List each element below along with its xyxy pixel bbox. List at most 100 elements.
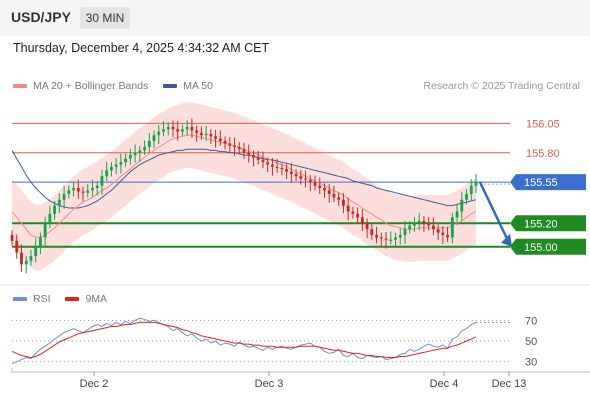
indicator-legend: RSI 9MA bbox=[13, 293, 107, 305]
candle-body bbox=[72, 188, 75, 191]
candle-body bbox=[24, 260, 28, 265]
candle-body bbox=[223, 141, 227, 144]
candle-body bbox=[105, 170, 109, 177]
level-label-156.05: 156.05 bbox=[526, 118, 560, 130]
candle-body bbox=[469, 185, 473, 194]
candle-body bbox=[181, 129, 184, 132]
candle-body bbox=[29, 256, 33, 261]
candle-body bbox=[228, 143, 232, 146]
candle-body bbox=[360, 217, 364, 224]
x-axis-corner bbox=[11, 368, 16, 373]
price-legend: MA 20 + Bollinger Bands MA 50 bbox=[13, 80, 213, 92]
candle-body bbox=[332, 193, 336, 198]
candle-body bbox=[176, 129, 180, 132]
rsi-series-rsi bbox=[11, 317, 477, 365]
candle-body bbox=[379, 237, 383, 239]
candle-body bbox=[91, 188, 94, 191]
candle-body bbox=[247, 152, 251, 156]
candle-body bbox=[413, 223, 416, 226]
candle-body bbox=[204, 133, 208, 136]
candle-body bbox=[323, 188, 326, 191]
rsi-ma-legend-label: 9MA bbox=[85, 293, 108, 305]
candle-body bbox=[147, 141, 151, 147]
candle-body bbox=[460, 199, 464, 212]
forecast-arrow-shaft bbox=[478, 181, 510, 242]
candle-body bbox=[299, 176, 303, 179]
candle-body bbox=[370, 229, 374, 235]
candle-body bbox=[417, 220, 421, 224]
candle-body bbox=[342, 199, 345, 206]
level-tag-pointer-155.00 bbox=[510, 238, 516, 255]
candle-body bbox=[318, 185, 322, 188]
candle-body bbox=[15, 240, 19, 253]
candle-body bbox=[266, 162, 270, 165]
candle-body bbox=[408, 225, 412, 230]
ma50-swatch bbox=[163, 84, 178, 89]
candle-body bbox=[76, 188, 80, 192]
candle-body bbox=[351, 211, 355, 214]
candle-body bbox=[86, 190, 90, 193]
candle-body bbox=[465, 193, 468, 200]
candle-body bbox=[10, 235, 14, 241]
candle-body bbox=[365, 223, 369, 230]
rsi-ma-swatch bbox=[65, 297, 80, 302]
candle-body bbox=[398, 235, 402, 238]
x-tick-label: Dec 13 bbox=[492, 378, 527, 390]
candle-body bbox=[289, 171, 293, 174]
rsi-series-9ma bbox=[11, 321, 477, 359]
candle-body bbox=[199, 132, 203, 136]
candle-body bbox=[394, 237, 397, 240]
candle-body bbox=[356, 213, 360, 218]
candle-body bbox=[81, 191, 85, 193]
candle-body bbox=[162, 129, 165, 132]
level-label-155.20: 155.20 bbox=[524, 218, 558, 230]
candle-body bbox=[185, 126, 189, 130]
candle-body bbox=[313, 182, 317, 186]
candle-body bbox=[195, 130, 199, 133]
header-bar: USD/JPY 30 MIN bbox=[0, 0, 590, 36]
rsi-swatch bbox=[13, 297, 27, 302]
timeframe-button[interactable]: 30 MIN bbox=[80, 7, 130, 29]
symbol-title: USD/JPY bbox=[11, 9, 71, 25]
candle-body bbox=[441, 232, 445, 235]
candle-body bbox=[67, 190, 71, 194]
candle-body bbox=[100, 176, 104, 186]
candle-body bbox=[124, 158, 128, 163]
candle-body bbox=[294, 173, 298, 177]
candle-body bbox=[152, 135, 156, 141]
candle-body bbox=[308, 179, 312, 183]
candle-body bbox=[43, 223, 47, 238]
level-label-155.00: 155.00 bbox=[524, 242, 558, 254]
candle-body bbox=[422, 220, 426, 224]
candle-body bbox=[209, 133, 213, 137]
timestamp: Thursday, December 4, 2025 4:34:32 AM CE… bbox=[13, 41, 270, 55]
candle-body bbox=[38, 237, 42, 247]
candle-body bbox=[252, 155, 255, 158]
candle-body bbox=[218, 138, 222, 141]
candle-body bbox=[256, 157, 260, 160]
bollinger-band bbox=[12, 102, 476, 271]
ma20-legend-label: MA 20 + Bollinger Bands bbox=[33, 80, 149, 92]
level-label-155.55: 155.55 bbox=[524, 177, 558, 189]
candle-body bbox=[403, 229, 407, 235]
candle-body bbox=[375, 235, 378, 238]
level-tag-155.20 bbox=[516, 215, 586, 232]
candle-body bbox=[34, 246, 38, 257]
x-tick-label: Dec 2 bbox=[80, 378, 109, 390]
candle-body bbox=[261, 159, 265, 163]
rsi-tick-label: 70 bbox=[525, 315, 537, 327]
rsi-tick-label: 50 bbox=[525, 336, 537, 348]
candle-body bbox=[62, 193, 66, 200]
forecast-arrow-head bbox=[501, 233, 512, 247]
candle-body bbox=[237, 146, 241, 150]
candle-body bbox=[20, 252, 23, 265]
rsi-legend-label: RSI bbox=[33, 293, 51, 305]
candle-body bbox=[327, 190, 331, 194]
candle-body bbox=[190, 126, 194, 131]
candle-body bbox=[57, 199, 61, 206]
ma20-swatch bbox=[13, 84, 27, 89]
candle-body bbox=[446, 235, 450, 238]
candle-body bbox=[95, 185, 99, 188]
candle-body bbox=[346, 205, 350, 212]
